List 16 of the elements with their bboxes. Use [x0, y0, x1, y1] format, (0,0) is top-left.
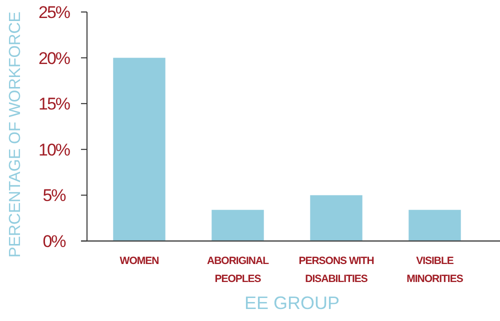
x-tick-label: PERSONS WITH DISABILITIES: [298, 255, 374, 285]
y-tick-label: 25%: [38, 2, 70, 22]
x-tick-label: ABORIGINAL PEOPLES: [207, 255, 270, 285]
x-tick-label: WOMEN: [120, 255, 159, 267]
y-tick-label: 15%: [38, 94, 70, 114]
y-tick-label: 20%: [38, 48, 70, 68]
bar: [310, 195, 362, 241]
x-tick-label: VISIBLE MINORITIES: [406, 255, 464, 285]
y-tick-label: 0%: [42, 232, 66, 251]
bar: [113, 58, 166, 241]
y-tick-label: 5%: [42, 186, 66, 206]
x-axis-title: EE GROUP: [244, 293, 340, 313]
y-tick-label: 10%: [38, 140, 70, 160]
bar: [408, 210, 461, 241]
y-axis-title: PERCENTAGE OF WORKFORCE: [7, 12, 24, 258]
bar: [212, 210, 264, 241]
